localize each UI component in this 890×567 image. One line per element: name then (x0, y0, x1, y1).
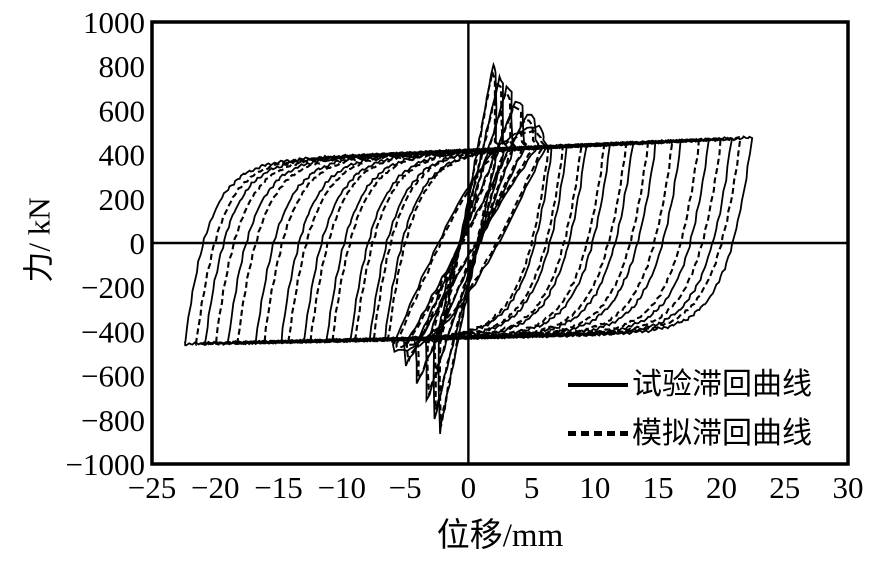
x-tick-label: 25 (769, 470, 800, 505)
simulated-curve-cycle-5 (393, 129, 546, 349)
y-tick-label: 800 (99, 49, 146, 84)
x-tick-labels-group: −25 −20 −15 −10 −5 0 5 10 15 20 25 30 (128, 470, 864, 505)
y-tick-label: 1000 (83, 5, 145, 40)
test-curve-cycle-14 (203, 136, 734, 346)
x-axis-title: 位移/mm (436, 518, 564, 554)
x-tick-label: 15 (643, 470, 674, 505)
legend-item-test: 试验滞回曲线 (568, 360, 812, 409)
y-tick-labels-group: 1000 800 600 400 200 0 −200 −400 −600 −800 −1000 (66, 5, 145, 482)
y-tick-label: 600 (99, 93, 146, 128)
y-tick-label: 0 (130, 226, 146, 261)
dashed-line-sample-icon (568, 431, 628, 436)
y-tick-label: −800 (81, 403, 145, 438)
x-tick-label: 20 (706, 470, 737, 505)
legend-label-test: 试验滞回曲线 (632, 367, 812, 401)
x-tick-label: −20 (191, 470, 239, 505)
y-tick-label: 200 (99, 182, 146, 217)
x-tick-label: 0 (461, 470, 477, 505)
solid-line-sample-icon (568, 382, 628, 387)
simulated-curve-cycle-6 (386, 145, 550, 341)
test-curve-cycle-4 (402, 113, 540, 367)
x-tick-label: −5 (389, 470, 422, 505)
y-axis-title: 力/ kN (21, 197, 57, 283)
y-tick-label: −400 (81, 314, 145, 349)
x-tick-label: 10 (579, 470, 610, 505)
y-tick-label: −600 (81, 359, 145, 394)
test-curve-cycle-15 (184, 135, 754, 347)
y-tick-label: 400 (99, 138, 146, 173)
x-tick-label: −10 (318, 470, 366, 505)
legend-label-sim: 模拟滞回曲线 (632, 416, 812, 450)
x-tick-label: −15 (254, 470, 302, 505)
test-curve-cycle-5 (391, 124, 549, 353)
legend: 试验滞回曲线 模拟滞回曲线 (568, 360, 812, 458)
y-tick-label: −200 (81, 270, 145, 305)
test-curves-group (184, 61, 754, 434)
y-tick-label: −1000 (66, 447, 145, 482)
x-tick-label: −25 (128, 470, 176, 505)
x-tick-label: 30 (833, 470, 864, 505)
x-tick-label: 5 (524, 470, 540, 505)
legend-item-sim: 模拟滞回曲线 (568, 409, 812, 458)
plot-border (150, 20, 850, 466)
